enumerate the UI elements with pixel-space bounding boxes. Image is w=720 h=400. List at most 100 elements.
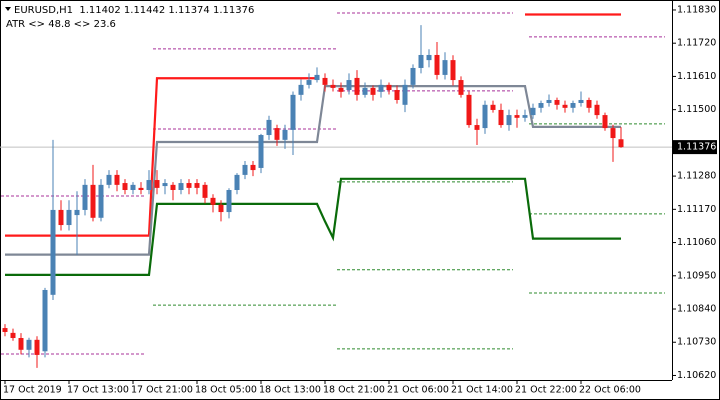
- x-tick-label: 17 Oct 2019: [3, 385, 62, 396]
- x-tick-label: 17 Oct 21:00: [131, 385, 193, 396]
- indicator-label: ATR <> 48.8 <> 23.6: [6, 19, 116, 30]
- candle-body: [442, 60, 448, 75]
- candle-body: [450, 60, 456, 81]
- x-tick-label: 21 Oct 22:00: [515, 385, 577, 396]
- candle-body: [106, 174, 112, 185]
- candle-body: [410, 67, 416, 85]
- indicator-line: [5, 84, 621, 256]
- candle-body: [386, 84, 392, 91]
- candle-body: [618, 139, 624, 148]
- x-tick-label: 17 Oct 13:00: [67, 385, 129, 396]
- chart-title: EURUSD,H1 1.11402 1.11442 1.11374 1.1137…: [14, 5, 254, 16]
- last-price-tag: [673, 140, 717, 155]
- candle-body: [82, 184, 88, 210]
- candle-body: [122, 183, 128, 190]
- candle-body: [210, 197, 216, 205]
- candle-body: [2, 328, 8, 332]
- candle-body: [498, 109, 504, 126]
- candle-body: [362, 87, 368, 95]
- candle-body: [202, 184, 208, 198]
- candle-body: [298, 84, 304, 95]
- candle-body: [466, 94, 472, 126]
- candle-body: [178, 183, 184, 190]
- candle-body: [290, 94, 296, 130]
- candle-body: [586, 99, 592, 108]
- y-tick-label: 1.11500: [677, 104, 716, 115]
- candle-body: [58, 209, 64, 226]
- candle-body: [306, 80, 312, 85]
- candle-body: [146, 180, 152, 190]
- candle-body: [34, 339, 40, 355]
- candle-body: [162, 183, 168, 187]
- y-tick-label: 1.11280: [677, 171, 716, 182]
- candle-body: [338, 87, 344, 92]
- x-tick-label: 21 Oct 14:00: [451, 385, 513, 396]
- candle-body: [66, 209, 72, 226]
- candle-body: [226, 190, 232, 213]
- y-tick-label: 1.11060: [677, 237, 716, 248]
- candle-body: [602, 115, 608, 129]
- candle-body: [570, 103, 576, 108]
- candle-body: [490, 104, 496, 110]
- candle-body: [354, 77, 360, 95]
- candle-body: [90, 184, 96, 218]
- x-tick-label: 18 Oct 05:00: [195, 385, 257, 396]
- candle-body: [266, 119, 272, 136]
- candle-body: [274, 128, 280, 140]
- indicator-line: [5, 177, 621, 276]
- candle-body: [170, 184, 176, 190]
- y-tick-label: 1.10730: [677, 337, 716, 348]
- candle-body: [474, 125, 480, 130]
- y-tick-label: 1.10950: [677, 270, 716, 281]
- candle-body: [282, 129, 288, 140]
- y-tick-label: 1.11830: [677, 4, 716, 15]
- candle-body: [250, 164, 256, 171]
- candle-body: [482, 104, 488, 129]
- last-price-label: 1.11376: [677, 142, 716, 153]
- candle-body: [506, 115, 512, 126]
- candle-body: [562, 104, 568, 108]
- candle-body: [130, 184, 136, 190]
- candle-body: [10, 332, 16, 339]
- y-tick-label: 1.11170: [677, 204, 716, 215]
- candle-body: [594, 104, 600, 116]
- candle-body: [218, 204, 224, 213]
- y-tick-label: 1.11610: [677, 71, 716, 82]
- candle-body: [418, 54, 424, 68]
- candle-body: [610, 128, 616, 139]
- candle-body: [394, 90, 400, 100]
- candle-body: [26, 339, 32, 350]
- candle-body: [258, 135, 264, 168]
- candle-body: [578, 99, 584, 104]
- candle-body: [546, 99, 552, 104]
- candle-body: [114, 174, 120, 185]
- candle-body: [522, 115, 528, 118]
- candle-body: [434, 54, 440, 75]
- candle-body: [186, 183, 192, 188]
- x-tick-label: 22 Oct 06:00: [579, 385, 641, 396]
- candle-body: [370, 87, 376, 95]
- candle-body: [402, 84, 408, 105]
- candle-body: [346, 80, 352, 91]
- candle-body: [74, 209, 80, 216]
- candle-body: [242, 164, 248, 175]
- candle-body: [138, 187, 144, 190]
- candle-body: [426, 54, 432, 61]
- candle-body: [330, 84, 336, 88]
- candle-body: [234, 174, 240, 190]
- menu-arrow[interactable]: [5, 7, 11, 11]
- candle-body: [154, 180, 160, 188]
- candle-body: [514, 115, 520, 118]
- candle-body: [538, 103, 544, 108]
- candle-body: [322, 77, 328, 85]
- y-tick-label: 1.10840: [677, 304, 716, 315]
- candle-body: [50, 209, 56, 295]
- candle-body: [18, 338, 24, 350]
- candle-body: [42, 289, 48, 352]
- y-tick-label: 1.10620: [677, 370, 716, 381]
- candle-body: [378, 84, 384, 92]
- x-tick-label: 18 Oct 21:00: [323, 385, 385, 396]
- x-tick-label: 18 Oct 13:00: [259, 385, 321, 396]
